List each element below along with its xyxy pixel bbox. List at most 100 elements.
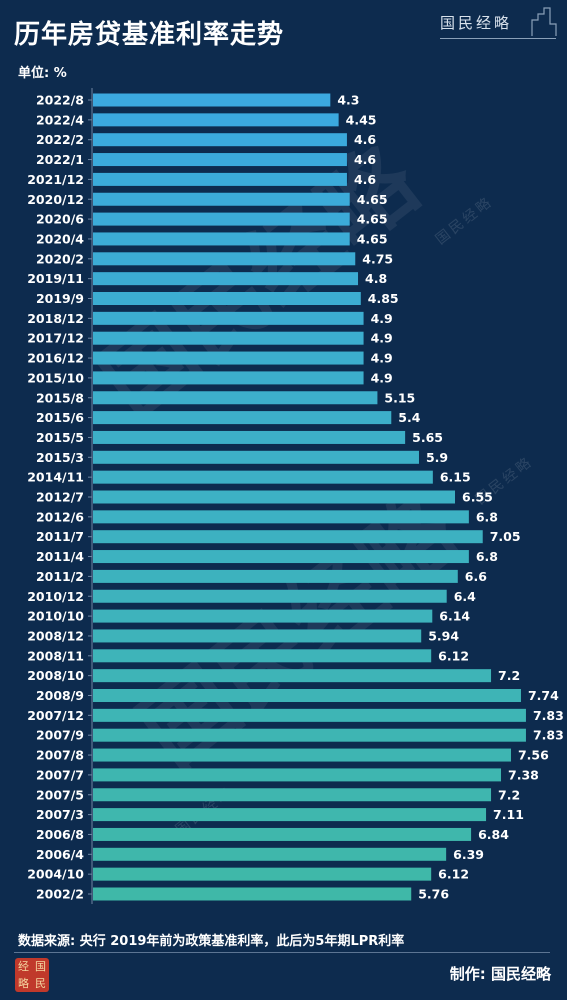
bar-value-label: 6.8: [476, 509, 498, 524]
category-tick-label: 2007/5: [36, 787, 84, 802]
bar: [93, 311, 364, 325]
bar-value-label: 4.3: [337, 93, 359, 108]
bar: [93, 93, 331, 107]
bar: [93, 252, 356, 266]
bar: [93, 212, 350, 226]
unit-label: 单位: %: [18, 66, 67, 81]
category-tick-label: 2007/9: [36, 728, 84, 743]
bar: [93, 450, 419, 464]
category-tick-label: 2004/10: [27, 867, 84, 882]
brand-seal-logo: 经 国 略 民: [15, 958, 49, 992]
bar-value-label: 6.15: [440, 470, 471, 485]
category-tick-label: 2022/1: [36, 152, 84, 167]
bar-value-label: 4.6: [354, 132, 376, 147]
bar-value-label: 4.6: [354, 172, 376, 187]
bar-value-label: 4.45: [346, 112, 377, 127]
bar-value-label: 4.9: [371, 331, 393, 346]
bar-value-label: 7.38: [508, 767, 539, 782]
bar-value-label: 7.05: [490, 529, 521, 544]
category-tick-label: 2022/4: [36, 112, 84, 127]
bar-value-label: 5.15: [384, 390, 415, 405]
data-source-note: 数据来源: 央行 2019年前为政策基准利率，此后为5年期LPR利率: [18, 934, 405, 949]
bar: [93, 430, 406, 444]
bar-value-label: 6.12: [438, 648, 469, 663]
bar-value-label: 7.74: [528, 688, 559, 703]
bar: [93, 371, 364, 385]
seal-char: 国: [35, 960, 46, 973]
bar: [93, 669, 492, 683]
bar: [93, 788, 492, 802]
footer-divider: [14, 952, 550, 953]
bar-value-label: 5.76: [418, 887, 449, 902]
bar: [93, 292, 361, 305]
bar-value-label: 4.8: [365, 271, 387, 286]
category-tick-label: 2011/4: [36, 549, 84, 564]
bar: [93, 748, 511, 762]
bar-value-label: 4.9: [371, 351, 393, 366]
category-tick-label: 2017/12: [27, 331, 84, 346]
category-tick-label: 2019/9: [36, 291, 84, 306]
maker-credit: 制作: 国民经略: [450, 963, 551, 984]
bar: [93, 629, 422, 643]
bar: [93, 331, 364, 345]
category-tick-label: 2014/11: [27, 470, 84, 485]
seal-char: 经: [18, 960, 29, 973]
category-tick-label: 2002/2: [36, 887, 84, 902]
category-tick-label: 2006/4: [36, 847, 84, 862]
bar: [93, 609, 433, 623]
category-tick-label: 2007/8: [36, 748, 84, 763]
category-tick-label: 2015/10: [27, 370, 84, 385]
bar-value-label: 6.14: [439, 609, 470, 624]
category-tick-label: 2015/8: [36, 390, 84, 405]
bar-value-label: 6.6: [465, 569, 487, 584]
bar: [93, 589, 447, 603]
bar-value-label: 4.75: [362, 251, 393, 266]
seal-char: 民: [35, 977, 46, 990]
page-title: 历年房贷基准利率走势: [14, 20, 285, 50]
bar-value-label: 5.9: [426, 450, 448, 465]
category-tick-label: 2008/12: [27, 628, 84, 643]
bar: [93, 768, 502, 782]
bar: [93, 847, 447, 861]
bar: [93, 530, 483, 544]
category-tick-label: 2010/12: [27, 589, 84, 604]
category-tick-label: 2021/12: [27, 172, 84, 187]
bar: [93, 708, 526, 722]
brand-logo-text: 国民经略: [440, 14, 513, 32]
bar: [93, 391, 378, 405]
category-tick-label: 2008/10: [27, 668, 84, 683]
category-tick-label: 2012/6: [36, 509, 84, 524]
category-tick-label: 2019/11: [27, 271, 84, 286]
category-tick-label: 2020/12: [27, 192, 84, 207]
bar-value-label: 4.9: [371, 311, 393, 326]
bar-value-label: 4.65: [357, 231, 388, 246]
bar: [93, 172, 347, 186]
bar: [93, 411, 392, 425]
category-tick-label: 2015/6: [36, 410, 84, 425]
category-tick-label: 2016/12: [27, 351, 84, 366]
category-tick-label: 2008/9: [36, 688, 84, 703]
seal-char: 略: [18, 977, 29, 990]
category-tick-label: 2012/7: [36, 490, 84, 505]
bar: [93, 867, 432, 881]
bar: [93, 649, 432, 663]
bar: [93, 133, 347, 147]
bar: [93, 470, 433, 484]
category-tick-label: 2020/6: [36, 212, 84, 227]
bar: [93, 827, 472, 841]
bar: [93, 887, 412, 901]
bar: [93, 351, 364, 365]
bar-value-label: 7.83: [533, 728, 564, 743]
category-tick-label: 2007/12: [27, 708, 84, 723]
maker-label: 制作:: [449, 965, 486, 983]
category-tick-label: 2020/2: [36, 251, 84, 266]
bar-value-label: 6.12: [438, 867, 469, 882]
bar-value-label: 4.6: [354, 152, 376, 167]
bar-value-label: 4.85: [368, 291, 399, 306]
category-tick-label: 2007/7: [36, 767, 84, 782]
category-tick-label: 2022/2: [36, 132, 84, 147]
category-tick-label: 2020/4: [36, 231, 84, 246]
bar-value-label: 6.84: [478, 827, 509, 842]
category-tick-label: 2011/7: [36, 529, 84, 544]
